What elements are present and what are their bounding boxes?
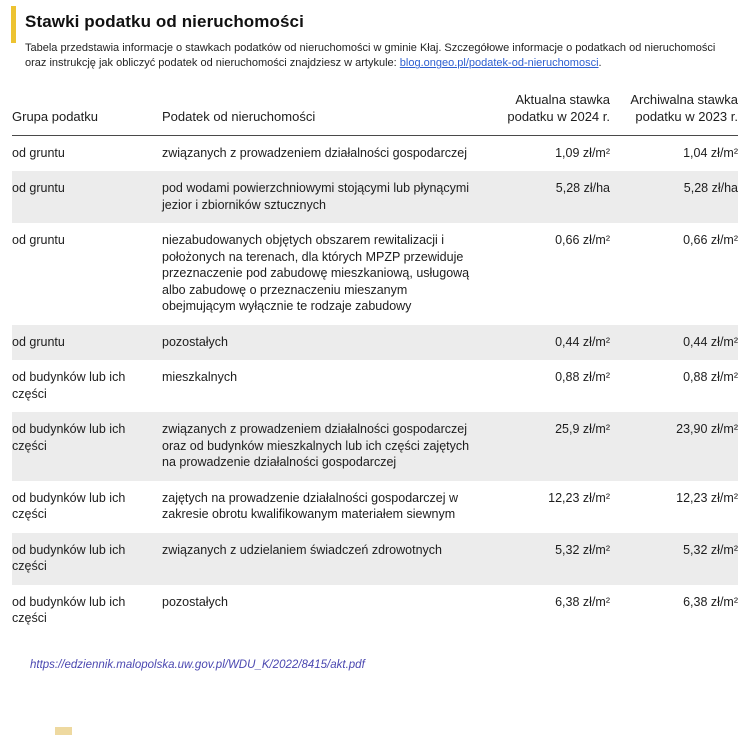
cell-rate-2023: 6,38 zł/m² <box>683 594 738 609</box>
cell-description: pod wodami powierzchniowymi stojącymi lu… <box>162 181 470 212</box>
cell-description: związanych z prowadzeniem działalności g… <box>162 422 470 470</box>
column-header-rate-2024: Aktualna stawka podatku w 2024 r. <box>492 91 610 136</box>
cell-rate-2023: 0,66 zł/m² <box>683 233 738 248</box>
intro-text-after: . <box>598 57 602 70</box>
cell-rate-2023: 0,88 zł/m² <box>683 370 738 385</box>
cell-description: pozostałych <box>162 594 229 609</box>
cell-tax-group: od budynków lub ich części <box>12 370 126 401</box>
table-row: od gruntu niezabudowanych objętych obsza… <box>12 223 738 325</box>
table-row: od gruntu związanych z prowadzeniem dzia… <box>12 135 738 171</box>
cell-rate-2023: 12,23 zł/m² <box>676 490 738 505</box>
cell-tax-group: od gruntu <box>12 145 65 160</box>
intro-text-before: Tabela przedstawia informacje o stawkach… <box>25 42 716 70</box>
cell-rate-2024: 0,88 zł/m² <box>555 370 610 385</box>
table-row: od budynków lub ich części związanych z … <box>12 412 738 481</box>
cell-description: pozostałych <box>162 334 229 349</box>
table-row: od budynków lub ich części pozostałych 6… <box>12 585 738 637</box>
table-row: od budynków lub ich części mieszkalnych … <box>12 360 738 412</box>
table-row: od gruntu pod wodami powierzchniowymi st… <box>12 171 738 224</box>
cell-rate-2024: 5,32 zł/m² <box>555 542 610 557</box>
page-title: Stawki podatku od nieruchomości <box>25 12 304 31</box>
cell-rate-2023: 5,28 zł/ha <box>683 181 738 196</box>
cell-rate-2024: 0,66 zł/m² <box>555 233 610 248</box>
cropped-yellow-element <box>55 727 72 735</box>
cell-tax-group: od budynków lub ich części <box>12 542 126 574</box>
page-header: Stawki podatku od nieruchomości <box>0 0 750 43</box>
cell-tax-group: od gruntu <box>12 334 65 349</box>
cell-rate-2024: 5,28 zł/ha <box>555 181 610 196</box>
table-row: od budynków lub ich części związanych z … <box>12 532 738 585</box>
cell-rate-2023: 1,04 zł/m² <box>683 145 738 160</box>
cell-rate-2023: 23,90 zł/m² <box>676 422 738 437</box>
table-row: od budynków lub ich części zajętych na p… <box>12 481 738 533</box>
column-header-property-tax: Podatek od nieruchomości <box>162 91 492 136</box>
table-header-row: Grupa podatku Podatek od nieruchomości A… <box>12 91 738 136</box>
cell-description: związanych z udzielaniem świadczeń zdrow… <box>162 542 442 557</box>
cell-description: związanych z prowadzeniem działalności g… <box>162 145 468 160</box>
cell-rate-2023: 0,44 zł/m² <box>683 334 738 349</box>
table-row: od gruntu pozostałych 0,44 zł/m² 0,44 zł… <box>12 324 738 361</box>
cell-rate-2024: 12,23 zł/m² <box>548 490 610 505</box>
cell-tax-group: od budynków lub ich części <box>12 490 126 522</box>
cell-description: mieszkalnych <box>162 370 238 385</box>
column-header-tax-group: Grupa podatku <box>12 91 162 136</box>
cell-tax-group: od budynków lub ich części <box>12 422 126 453</box>
accent-bar <box>11 6 16 43</box>
intro-paragraph: Tabela przedstawia informacje o stawkach… <box>25 41 737 72</box>
cell-tax-group: od gruntu <box>12 181 65 196</box>
source-pdf-link[interactable]: https://edziennik.malopolska.uw.gov.pl/W… <box>30 658 365 671</box>
cell-description: zajętych na prowadzenie działalności gos… <box>162 490 459 522</box>
cell-rate-2024: 6,38 zł/m² <box>555 594 610 609</box>
cell-rate-2024: 0,44 zł/m² <box>555 334 610 349</box>
cell-tax-group: od budynków lub ich części <box>12 594 126 626</box>
page-footer: https://edziennik.malopolska.uw.gov.pl/W… <box>30 655 750 673</box>
article-link[interactable]: blog.ongeo.pl/podatek-od-nieruchomosci <box>399 57 599 70</box>
column-header-rate-2023: Archiwalna stawka podatku w 2023 r. <box>610 91 738 136</box>
cell-rate-2024: 25,9 zł/m² <box>555 422 610 437</box>
cell-description: niezabudowanych objętych obszarem rewita… <box>162 233 470 314</box>
tax-rates-table: Grupa podatku Podatek od nieruchomości A… <box>12 91 738 637</box>
cell-tax-group: od gruntu <box>12 233 65 248</box>
cell-rate-2024: 1,09 zł/m² <box>555 145 610 160</box>
cell-rate-2023: 5,32 zł/m² <box>683 542 738 557</box>
